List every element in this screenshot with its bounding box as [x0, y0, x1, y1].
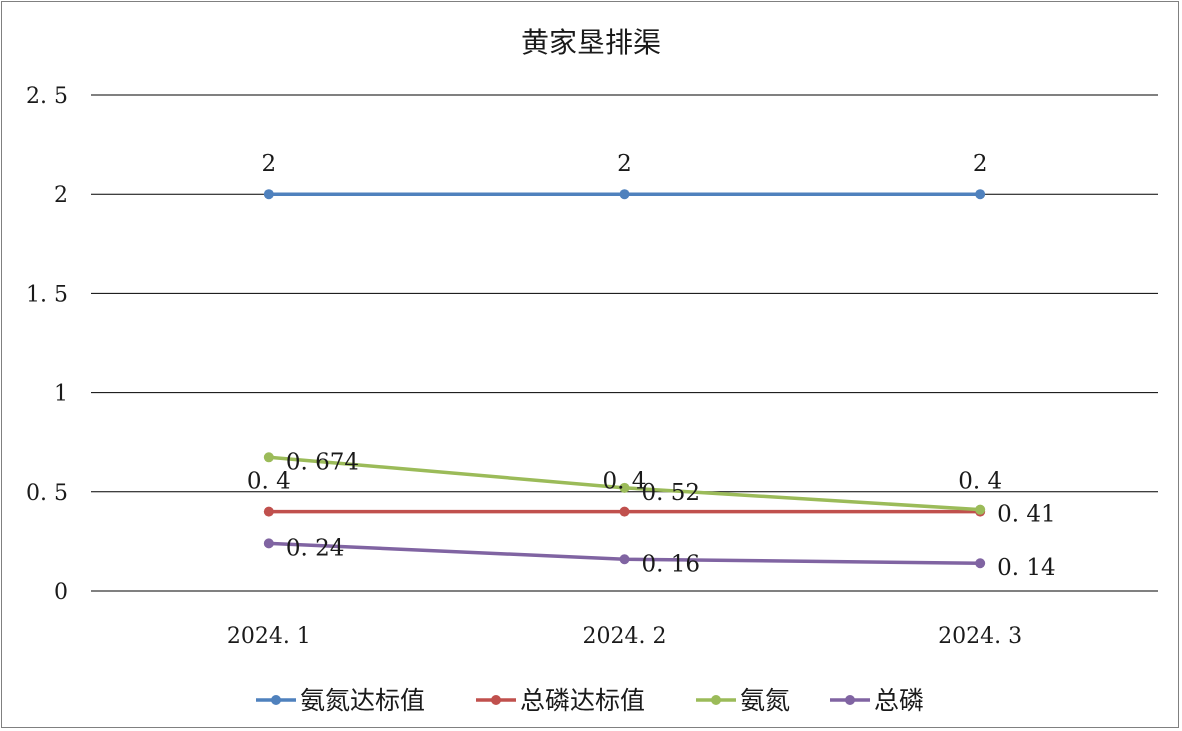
data-point [619, 189, 630, 200]
y-tick-label: 1. 5 [26, 282, 68, 307]
y-tick-label: 0 [54, 580, 68, 605]
data-label: 0. 4 [958, 469, 1002, 495]
data-point [263, 538, 274, 549]
data-label: 0. 24 [286, 535, 345, 561]
legend-swatch-marker [271, 695, 281, 705]
data-point [263, 506, 274, 517]
data-label: 0. 4 [247, 469, 291, 495]
x-axis-ticks: 2024. 1 2024. 2 2024. 3 [227, 624, 1022, 649]
legend-swatch-marker [845, 695, 855, 705]
data-point [619, 506, 630, 517]
legend-label: 氨氮达标值 [300, 686, 425, 715]
data-label: 2 [262, 151, 277, 177]
data-point [619, 554, 630, 565]
data-label: 0. 674 [286, 449, 359, 475]
legend-label: 总磷 [874, 686, 924, 715]
data-point [975, 504, 986, 515]
legend-swatch-marker [711, 695, 721, 705]
y-tick-label: 2 [54, 183, 68, 208]
y-tick-label: 0. 5 [26, 481, 68, 506]
y-tick-label: 2. 5 [26, 84, 68, 109]
y-tick-label: 1 [54, 382, 68, 407]
x-tick-label: 2024. 2 [583, 624, 667, 649]
legend: 氨氮达标值 总磷达标值 氨氮 总磷 [256, 686, 924, 715]
data-label: 0. 14 [997, 555, 1056, 581]
data-label: 0. 4 [603, 469, 647, 495]
legend-label: 氨氮 [740, 686, 790, 715]
data-label: 2 [973, 151, 988, 177]
data-point [263, 189, 274, 200]
data-label: 0. 52 [642, 480, 701, 506]
legend-label: 总磷达标值 [520, 686, 645, 715]
y-axis-ticks: 0 0. 5 1 1. 5 2 2. 5 [26, 84, 68, 605]
legend-swatch-marker [491, 695, 501, 705]
data-point [619, 482, 630, 493]
data-point [263, 452, 274, 463]
data-label: 2 [617, 151, 632, 177]
data-label: 0. 41 [997, 502, 1056, 528]
data-point [975, 558, 986, 569]
x-tick-label: 2024. 3 [938, 624, 1022, 649]
data-point [975, 189, 986, 200]
chart-title: 黄家垦排渠 [521, 26, 661, 59]
x-tick-label: 2024. 1 [227, 624, 311, 649]
data-label: 0. 16 [642, 551, 701, 577]
series-group [263, 189, 986, 569]
